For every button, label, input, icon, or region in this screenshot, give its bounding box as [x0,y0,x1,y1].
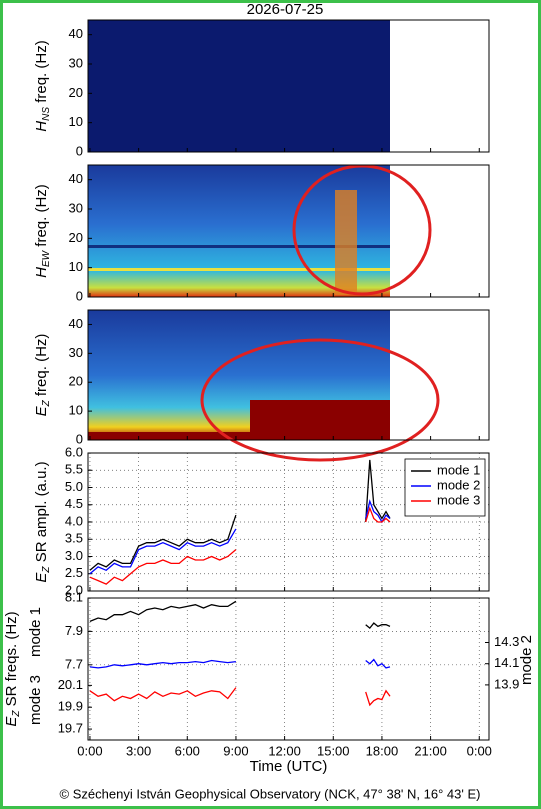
y-axis-label: EZ SR freqs. (Hz) [3,611,22,726]
legend-label: mode 1 [437,462,480,477]
y-axis-label: HNS freq. (Hz) [33,40,52,131]
y-tick-label: 30 [69,345,83,360]
y-tick-label: 2.0 [65,582,83,597]
y-tick-label: 14.3 [494,634,519,649]
y-tick-label: 5.0 [65,479,83,494]
y-tick-label: 30 [69,55,83,70]
y-tick-label: 20 [69,374,83,389]
y-tick-label: 8.1 [65,589,83,604]
y-tick-label: 7.9 [65,623,83,638]
y-tick-label: 20.1 [58,677,83,692]
series-name: mode 3 [27,675,44,725]
legend-label: mode 3 [437,492,480,507]
y-tick-label: 4.5 [65,496,83,511]
x-tick-label: 9:00 [223,743,248,758]
y-tick-label: 10 [69,114,83,129]
series-line [89,506,391,585]
label-text: freq. (Hz) [33,40,50,107]
plot-frame [87,19,490,153]
y-tick-label: 14.1 [494,655,519,670]
y-tick-label: 0 [76,288,83,303]
label-symbol: E [33,572,50,583]
y-axis-label: HEW freq. (Hz) [33,184,52,278]
y-tick-label: 30 [69,200,83,215]
legend-box [404,458,486,517]
plot-frame [87,597,490,741]
series-line [89,687,391,707]
x-tick-label: 0:00 [77,743,102,758]
burst [335,190,357,295]
label-subscript: Z [41,399,52,407]
series-name: mode 1 [27,607,44,657]
label-text: freq. (Hz) [33,334,50,401]
plot-frame [87,309,490,441]
x-tick-label: 21:00 [414,743,447,758]
x-tick-label: 0:00 [467,743,492,758]
spectrogram-images [88,20,390,440]
label-symbol: H [33,121,50,132]
y-tick-label: 10 [69,259,83,274]
label-symbol: E [33,405,50,416]
y-tick-label: 0 [76,431,83,446]
label-subscript: Z [11,710,22,718]
y-tick-label: 19.7 [58,721,83,736]
band [88,245,390,248]
band [88,268,390,271]
x-tick-label: 15:00 [317,743,350,758]
series-line [89,658,391,669]
band [88,432,390,440]
series-line [89,499,391,575]
y-tick-label: 40 [69,26,83,41]
label-subscript: Z [41,566,52,574]
y-tick-label: 7.7 [65,656,83,671]
y-tick-label: 20 [69,85,83,100]
series-line [89,600,391,630]
y-axis-label: EZ SR ampl. (a.u.) [33,461,52,582]
label-subscript: NS [41,107,52,121]
y-tick-label: 20 [69,230,83,245]
plot-frame [87,164,490,298]
x-tick-label: 18:00 [366,743,399,758]
y-tick-label: 3.5 [65,531,83,546]
legend-label: mode 2 [437,477,480,492]
label-text: SR freqs. (Hz) [3,611,20,710]
y-tick-label: 5.5 [65,462,83,477]
x-axis-label: Time (UTC) [250,758,328,775]
plot-frame [87,452,490,592]
y-tick-label: 40 [69,316,83,331]
annotation-circle [292,164,432,296]
y-tick-label: 0 [76,143,83,158]
footer: © Széchenyi István Geophysical Observato… [60,786,481,801]
label-text: SR ampl. (a.u.) [33,461,50,566]
title: 2026-07-25 [247,1,324,18]
y-axis-label: EZ freq. (Hz) [33,334,52,417]
y-tick-label: 10 [69,403,83,418]
x-tick-label: 12:00 [268,743,301,758]
spectrogram-ns [88,20,390,152]
series-line [89,459,391,571]
y-tick-label: 3.0 [65,548,83,563]
series-name: mode 2 [518,635,535,685]
y-tick-label: 6.0 [65,444,83,459]
annotation-circle [200,338,440,462]
y-tick-label: 13.9 [494,676,519,691]
y-tick-label: 40 [69,171,83,186]
label-symbol: E [3,716,20,727]
label-text: freq. (Hz) [33,184,50,251]
label-symbol: H [33,267,50,278]
y-tick-label: 19.9 [58,699,83,714]
y-tick-label: 4.0 [65,513,83,528]
label-subscript: EW [41,249,52,267]
x-tick-label: 6:00 [175,743,200,758]
y-tick-label: 2.5 [65,565,83,580]
x-tick-label: 3:00 [126,743,151,758]
